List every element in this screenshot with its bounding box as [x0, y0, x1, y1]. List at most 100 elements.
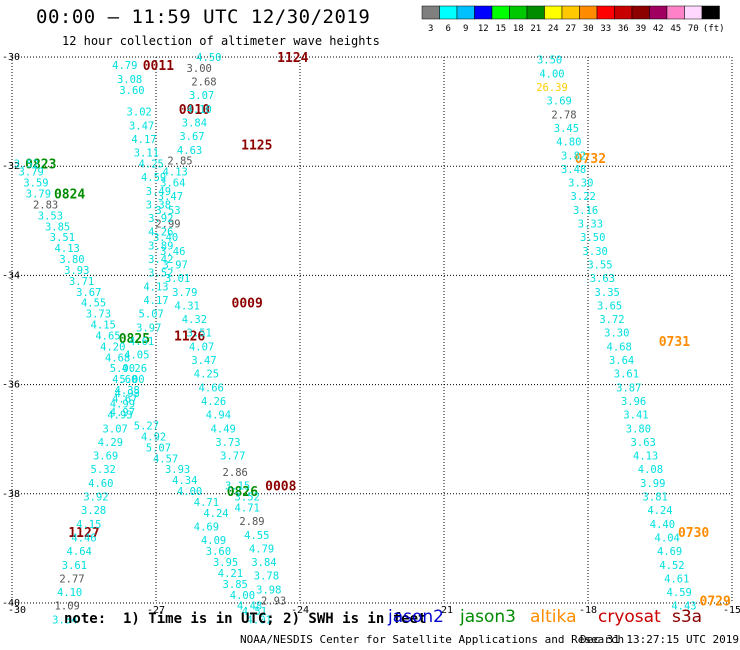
track-time-label: 0008	[265, 480, 296, 495]
track-time-label: 0009	[232, 297, 263, 312]
swh-value: 4.08	[638, 464, 663, 476]
y-tick-label: -32	[2, 161, 20, 172]
y-tick-label: -34	[2, 270, 20, 281]
swh-value: 3.95	[213, 557, 238, 569]
swh-value: 4.25	[194, 369, 219, 381]
colorbar-label: 15	[495, 24, 506, 34]
swh-value: 4.13	[143, 281, 168, 293]
chart-axes: -30 -27 -24 -21 -18 -15 -30 -32 -34 -36 -38 -40	[2, 52, 740, 616]
swh-value: 3.49	[146, 186, 171, 198]
swh-value: 2.83	[33, 199, 58, 211]
swh-value: 4.59	[667, 587, 692, 599]
swh-value: 3.79	[19, 167, 44, 179]
swh-value: 4.63	[177, 145, 202, 157]
swh-value: 4.09	[201, 535, 226, 547]
colorbar-swatch	[614, 5, 633, 20]
swh-value: 3.41	[623, 410, 648, 422]
swh-value: 4.13	[163, 167, 188, 179]
colorbar-swatch	[439, 5, 458, 20]
colorbar-label: 21	[530, 24, 541, 34]
track-time-label: 0823	[25, 157, 56, 172]
swh-value: 4.79	[249, 543, 274, 555]
swh-value: 4.40	[650, 519, 675, 531]
colorbar-swatch	[649, 5, 668, 20]
swh-value: 4.52	[659, 560, 684, 572]
swh-value: 2.99	[155, 219, 180, 231]
swh-value: 3.40	[153, 232, 178, 244]
swh-value: 3.51	[50, 232, 75, 244]
swh-value: 4.49	[211, 423, 236, 435]
swh-value: 3.81	[643, 492, 668, 504]
colorbar-label: 45	[670, 24, 681, 34]
colorbar-swatch	[544, 5, 563, 20]
swh-value: 3.33	[578, 219, 603, 231]
track-time-label: 0729	[700, 594, 731, 609]
track-time-label: 1126	[174, 329, 205, 344]
swh-value: 4.17	[143, 295, 168, 307]
swh-value: 3.52	[235, 492, 260, 504]
track-time-label: 1124	[277, 51, 308, 66]
swh-value: 3.63	[590, 273, 615, 285]
swh-value: 3.64	[160, 178, 185, 190]
swh-value: 26.39	[536, 82, 568, 94]
swh-value: 3.61	[614, 369, 639, 381]
swh-value: 3.73	[215, 437, 240, 449]
swh-value: 4.92	[141, 431, 166, 443]
colorbar-swatch	[474, 5, 493, 20]
swh-value: 3.98	[256, 584, 281, 596]
colorbar-label: 9	[463, 24, 468, 34]
track-time-label: 1127	[68, 526, 99, 541]
swh-value: 3.50	[580, 232, 605, 244]
swh-value: 4.71	[235, 502, 260, 514]
chart-subtitle: 12 hour collection of altimeter wave hei…	[62, 34, 380, 48]
swh-value: 3.22	[571, 191, 596, 203]
swh-value: 3.73	[86, 309, 111, 321]
swh-value: 3.67	[179, 131, 204, 143]
swh-value: 3.63	[631, 437, 656, 449]
chart-grid	[11, 56, 733, 604]
y-tick-label: -40	[2, 598, 20, 609]
swh-value: 4.10	[57, 587, 82, 599]
swh-value: 4.61	[129, 336, 154, 348]
colorbar-label: (ft)	[703, 24, 725, 34]
swh-value: 4.26	[122, 363, 147, 375]
colorbar-label: 70	[688, 24, 699, 34]
swh-value: 3.93	[64, 265, 89, 277]
colorbar-swatch	[701, 5, 720, 20]
swh-value: 3.87	[616, 382, 641, 394]
x-tick-label: -15	[723, 605, 740, 616]
swh-value: 4.55	[244, 530, 269, 542]
swh-value: 3.78	[254, 571, 279, 583]
swh-value: 3.60	[206, 546, 231, 558]
swh-value: 3.92	[148, 213, 173, 225]
swh-value: 3.69	[93, 451, 118, 463]
swh-value: 3.96	[621, 396, 646, 408]
colorbar-legend: 3 6 9 12 15 18 21 24 27 30 33 36 39 42 45 70 (ft)	[421, 5, 725, 34]
swh-value: 4.46	[71, 532, 96, 544]
swh-value: 4.31	[175, 300, 200, 312]
colorbar-label: 18	[513, 24, 524, 34]
track-time-label: 0730	[678, 526, 709, 541]
y-tick-label: -30	[2, 52, 20, 63]
swh-value: 3.55	[587, 259, 612, 271]
swh-value: 3.79	[26, 189, 51, 201]
swh-value: 4.64	[67, 546, 92, 558]
swh-value: 3.80	[626, 423, 651, 435]
swh-value: 3.79	[172, 287, 197, 299]
swh-value: 4.17	[131, 134, 156, 146]
swh-value: 2.68	[191, 77, 216, 89]
swh-value: 3.97	[163, 259, 188, 271]
swh-value: 4.10	[187, 104, 212, 116]
swh-value: 3.48	[561, 164, 586, 176]
swh-value: 3.42	[148, 254, 173, 266]
swh-value: 3.59	[23, 178, 48, 190]
x-tick-label: -18	[579, 605, 597, 616]
swh-value: 3.89	[148, 240, 173, 252]
swh-value: 5.32	[91, 464, 116, 476]
swh-value: 3.16	[573, 205, 598, 217]
mission-jason3: jason3	[460, 607, 516, 627]
swh-value: 5.27	[134, 421, 159, 433]
colorbar-swatch	[684, 5, 703, 20]
swh-value: 4.60	[112, 374, 137, 386]
